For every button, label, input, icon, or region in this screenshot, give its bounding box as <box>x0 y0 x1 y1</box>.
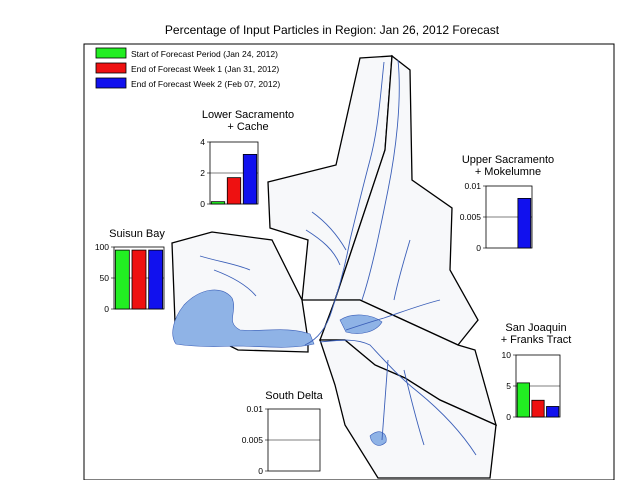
inset-chart: South Delta 0 0.005 0.01 <box>242 390 324 476</box>
sacramento-river <box>304 61 385 346</box>
bar <box>531 399 545 418</box>
y-tick-label: 100 <box>95 242 109 252</box>
y-tick-label: 0 <box>104 304 109 314</box>
river-channel <box>305 229 341 266</box>
river-channel <box>361 59 400 301</box>
river-channel <box>393 239 411 301</box>
y-tick-label: 4 <box>200 137 205 147</box>
river-channel <box>403 369 425 446</box>
legend-label: End of Forecast Week 1 (Jan 31, 2012) <box>131 64 279 74</box>
inset-chart-title: Lower Sacramento <box>202 109 294 121</box>
legend-label: Start of Forecast Period (Jan 24, 2012) <box>131 49 278 59</box>
y-tick-label: 0.005 <box>460 212 482 222</box>
y-tick-label: 0.01 <box>246 404 263 414</box>
suisun-bay-water <box>172 289 315 348</box>
delta-map <box>171 54 497 479</box>
bar <box>546 406 560 418</box>
inset-chart-title: San Joaquin <box>505 322 566 334</box>
inset-chart-title: Upper Sacramento <box>462 154 554 166</box>
bar <box>517 197 532 249</box>
river-channel <box>381 359 389 441</box>
legend-swatch <box>95 62 127 74</box>
y-tick-label: 0.005 <box>242 435 264 445</box>
bar <box>114 249 130 310</box>
bar <box>148 249 164 310</box>
legend: Start of Forecast Period (Jan 24, 2012) E… <box>95 47 280 89</box>
inset-chart: Lower Sacramento+ Cache 0 2 4 <box>200 109 294 209</box>
inset-chart: Suisun Bay 0 50 100 <box>95 228 166 314</box>
figure-title: Percentage of Input Particles in Region:… <box>165 23 500 37</box>
y-tick-label: 5 <box>506 381 511 391</box>
region-upper-sacramento <box>334 54 479 346</box>
legend-swatch <box>95 47 127 59</box>
y-tick-label: 0 <box>476 243 481 253</box>
inset-chart-title: South Delta <box>265 390 323 402</box>
inset-chart: Upper Sacramento+ Mokelumne 0 0.005 0.01 <box>460 154 554 253</box>
bar <box>242 153 258 205</box>
bar <box>226 177 242 205</box>
river-channel <box>213 269 257 297</box>
mokelumne-river <box>345 299 441 331</box>
y-tick-label: 50 <box>100 273 110 283</box>
bar <box>210 201 226 205</box>
legend-swatch <box>95 77 127 89</box>
inset-charts: Lower Sacramento+ Cache 0 2 4 Upper Sacramen… <box>95 109 571 476</box>
inset-chart-title: + Franks Tract <box>501 334 572 346</box>
y-tick-label: 2 <box>200 168 205 178</box>
bar <box>516 382 530 418</box>
y-tick-label: 0 <box>258 466 263 476</box>
region-south-delta <box>319 339 497 479</box>
y-tick-label: 10 <box>502 350 512 360</box>
bar <box>131 249 147 310</box>
inset-chart-title: + Cache <box>227 121 268 133</box>
river-channel <box>311 211 347 251</box>
inset-chart: San Joaquin+ Franks Tract 0 5 10 <box>501 322 572 422</box>
y-tick-label: 0 <box>506 412 511 422</box>
legend-label: End of Forecast Week 2 (Feb 07, 2012) <box>131 79 280 89</box>
inset-chart-title: Suisun Bay <box>109 228 165 240</box>
river-channel <box>199 255 251 271</box>
inset-chart-title: + Mokelumne <box>475 166 541 178</box>
y-tick-label: 0.01 <box>464 181 481 191</box>
y-tick-label: 0 <box>200 199 205 209</box>
san-joaquin-river <box>319 339 477 456</box>
